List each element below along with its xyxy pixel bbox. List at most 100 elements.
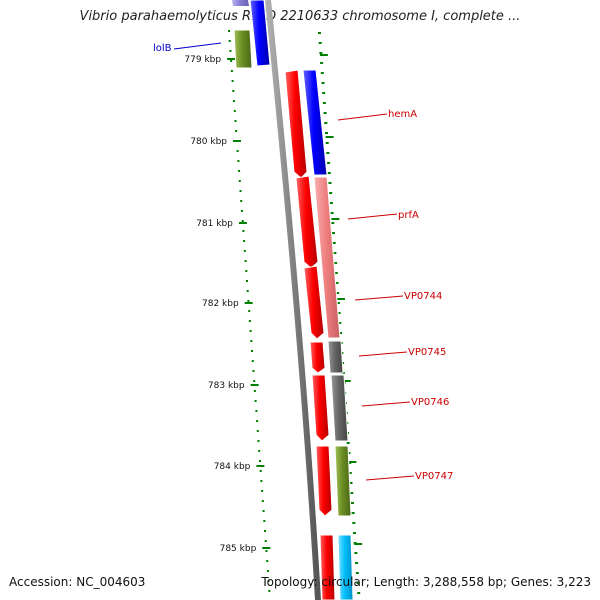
ruler-tick-label: 783 kbp	[208, 381, 245, 391]
genome-backbone	[265, 0, 321, 600]
gene-feature-lolB-right[interactable]	[249, 0, 271, 67]
track-dot-outer	[350, 492, 354, 494]
gene-feature-VP0746-cds[interactable]	[311, 374, 330, 442]
track-dot	[252, 370, 255, 372]
gene-label-hemA[interactable]: hemA	[388, 109, 417, 120]
track-dot-outer	[327, 162, 331, 164]
track-dot-outer	[357, 592, 361, 594]
gene-feature-hemA-product[interactable]	[302, 69, 328, 176]
gene-label-lolB[interactable]: lolB	[153, 43, 172, 54]
gene-feature-VP0745-product[interactable]	[327, 340, 344, 374]
track-dot	[234, 120, 237, 122]
track-dot-outer	[326, 152, 330, 154]
track-dot	[236, 150, 239, 152]
track-dot	[242, 230, 245, 232]
track-dot	[237, 160, 240, 162]
track-dot	[254, 400, 257, 402]
gene-label-VP0745[interactable]: VP0745	[408, 347, 446, 358]
track-dot	[253, 390, 256, 392]
track-dot-outer	[325, 132, 328, 134]
gene-feature-hemA-cds[interactable]	[284, 69, 308, 179]
track-dot-outer	[336, 302, 340, 304]
track-dot	[233, 100, 235, 102]
track-dot	[256, 420, 259, 422]
gene-feature-VP0747-product[interactable]	[334, 445, 352, 517]
track-dot	[253, 380, 256, 382]
track-dot-outer	[339, 332, 342, 334]
track-dot-outer	[337, 312, 341, 314]
track-dot	[228, 40, 231, 42]
track-dot-outer	[355, 572, 359, 574]
ruler-tick-label: 781 kbp	[196, 219, 233, 229]
track-dot	[241, 220, 244, 222]
gene-feature-VP0745-cds[interactable]	[309, 341, 326, 374]
track-dot	[233, 110, 236, 112]
track-dot	[251, 360, 254, 362]
track-dot	[262, 510, 265, 512]
track-dot-outer	[346, 442, 350, 444]
track-dot	[248, 310, 251, 312]
accession-text: Accession: NC_004603	[9, 575, 146, 589]
gene-feature-VP0744-cds[interactable]	[303, 265, 325, 340]
gene-feature-next-cds[interactable]	[319, 534, 336, 600]
gene-feature-next-product[interactable]	[337, 534, 354, 600]
track-dot-outer	[356, 582, 360, 584]
gene-feature-VP0746-product[interactable]	[330, 374, 349, 442]
gene-label-VP0747[interactable]: VP0747	[415, 471, 453, 482]
track-dot	[231, 80, 234, 82]
track-dot-outer	[338, 322, 342, 324]
gene-label-VP0746[interactable]: VP0746	[411, 397, 449, 408]
track-dot-outer	[347, 452, 351, 454]
track-dot-outer	[332, 232, 335, 234]
track-dot	[244, 260, 247, 262]
track-dot-outer	[329, 202, 333, 204]
track-dot-outer	[329, 192, 333, 194]
track-dot-outer	[328, 182, 332, 184]
track-dot	[264, 530, 266, 532]
track-dot	[255, 410, 258, 412]
track-dot-outer	[320, 62, 324, 64]
label-leader-VP0744	[354, 295, 404, 301]
gene-feature-prfA-product[interactable]	[313, 176, 341, 339]
gene-label-prfA[interactable]: prfA	[398, 210, 419, 221]
track-dot	[266, 560, 269, 562]
track-dot	[243, 240, 246, 242]
track-dot	[266, 570, 269, 572]
track-dot-outer	[334, 262, 338, 264]
track-dot	[230, 60, 233, 62]
track-dot	[229, 50, 232, 52]
label-leader-VP0745	[358, 351, 408, 357]
track-dot	[261, 490, 264, 492]
track-dot-outer	[354, 552, 358, 554]
track-dot	[259, 460, 261, 462]
track-dot	[246, 290, 249, 292]
track-dot	[256, 430, 259, 432]
track-dot	[240, 200, 243, 202]
track-dot	[261, 500, 264, 502]
ruler-tick-label: 780 kbp	[190, 137, 227, 147]
gene-feature-prfA-cds[interactable]	[295, 175, 319, 269]
track-dot-outer	[322, 102, 326, 104]
gene-label-VP0744[interactable]: VP0744	[404, 291, 442, 302]
track-dot	[249, 330, 252, 332]
track-dot	[264, 540, 267, 542]
track-dot-outer	[327, 172, 331, 174]
track-dot-outer	[351, 512, 355, 514]
track-dot-outer	[355, 562, 359, 564]
track-dot-outer	[319, 52, 323, 54]
ruler: 779 kbp 780 kbp 781 kbp 782 kbp 783 kbp 784 k…	[184, 54, 363, 554]
track-dot	[258, 450, 261, 452]
track-dot	[239, 190, 242, 192]
track-dot-outer	[324, 122, 328, 124]
track-dot	[251, 350, 253, 352]
track-dot	[238, 180, 241, 182]
track-dot	[268, 590, 271, 592]
gene-feature-VP0747-cds[interactable]	[315, 445, 333, 517]
gene-feature-lolB-top[interactable]	[232, 0, 249, 6]
track-dot-outer	[334, 272, 338, 274]
track-dot	[257, 440, 260, 442]
track-dot	[260, 480, 263, 482]
gene-feature-lolB-left[interactable]	[233, 29, 253, 69]
track-dot-outer	[318, 32, 321, 34]
